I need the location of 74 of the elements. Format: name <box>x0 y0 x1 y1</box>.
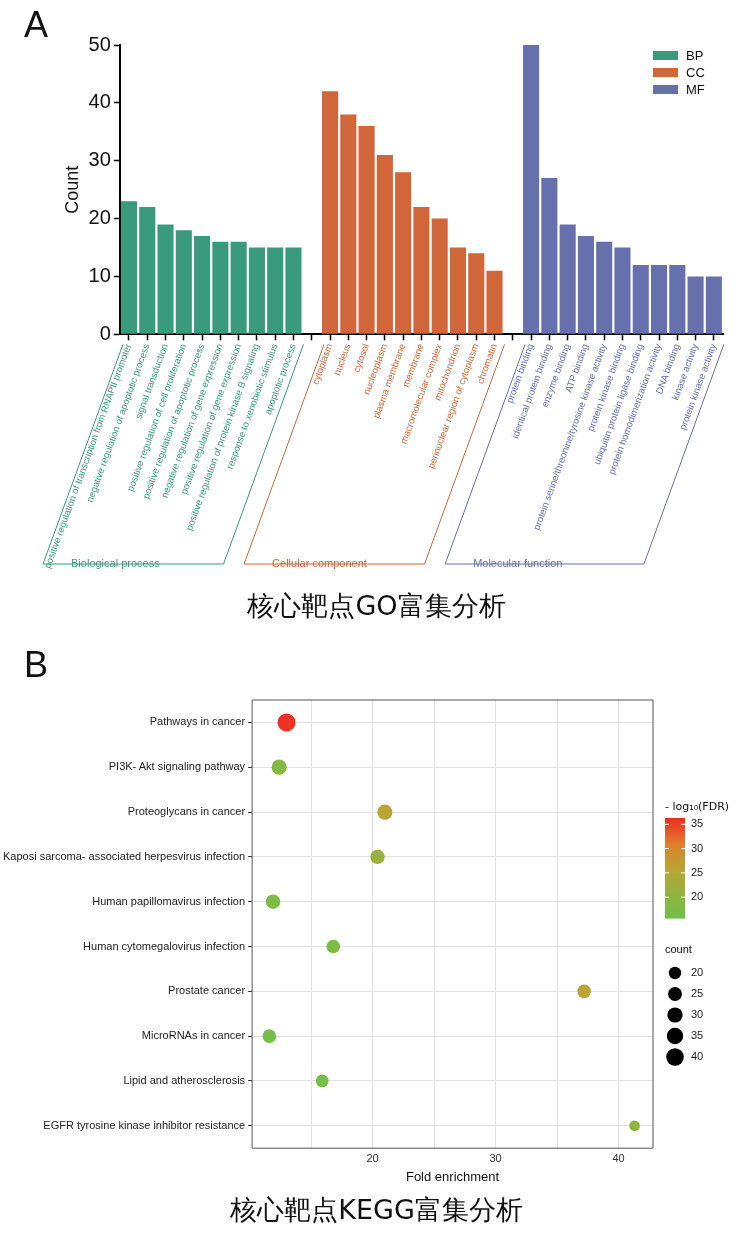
bar <box>632 264 649 334</box>
bar <box>669 264 686 334</box>
bar <box>577 235 594 334</box>
bar <box>285 247 302 334</box>
x-tick-label: nucleus <box>331 341 353 377</box>
y-tick-label: Human cytomegalovirus infection <box>83 939 246 952</box>
legend-label: CC <box>686 64 705 80</box>
text: Biological process <box>71 557 161 570</box>
y-tick-label: 10 <box>88 263 111 286</box>
x-tick-label: 20 <box>366 1151 379 1164</box>
y-tick-label: PI3K- Akt signaling pathway <box>108 760 246 773</box>
text: Molecular function <box>473 557 563 570</box>
y-tick-label: EGFR tyrosine kinase inhibitor resistance <box>43 1118 246 1131</box>
bar <box>687 276 704 334</box>
y-axis-title: Count <box>61 165 82 214</box>
legend-label: MF <box>686 81 705 97</box>
bar <box>120 201 138 334</box>
text: 核心靶点KEGG富集分析 <box>229 1193 524 1227</box>
bar <box>413 207 430 334</box>
bar <box>267 247 284 334</box>
bar <box>139 207 156 334</box>
color-bar-label: 35 <box>691 817 704 830</box>
color-bar-label: 30 <box>691 841 704 854</box>
x-axis-title: Fold enrichment <box>405 1168 500 1184</box>
y-tick-label: 40 <box>88 90 111 113</box>
bar <box>614 247 631 334</box>
x-tick-label: 30 <box>489 1151 502 1164</box>
y-tick-label: 50 <box>88 32 111 55</box>
bar <box>559 224 576 334</box>
legend-label: 25 <box>691 987 704 1000</box>
y-tick-label: Proteoglycans in cancer <box>127 805 246 818</box>
y-tick-label: Prostate cancer <box>168 984 246 997</box>
text: 核心靶点GO富集分析 <box>246 589 507 623</box>
bar <box>523 45 540 334</box>
bar <box>431 218 448 334</box>
y-tick-label: Kaposi sarcoma- associated herpesvirus infection <box>2 849 246 862</box>
text: A <box>24 4 49 46</box>
y-tick-label: Lipid and atherosclerosis <box>123 1074 246 1086</box>
legend-label: 35 <box>691 1029 704 1042</box>
y-tick-label: Pathways in cancer <box>149 715 246 728</box>
bar <box>230 241 247 334</box>
bar <box>194 235 211 334</box>
text: B <box>24 644 49 686</box>
bar <box>321 91 339 334</box>
text: Cellular component <box>272 557 367 570</box>
bar <box>358 126 375 334</box>
bar <box>705 276 722 334</box>
y-tick-label: MicroRNAs in cancer <box>141 1029 246 1042</box>
x-tick-label: 40 <box>612 1151 625 1164</box>
color-bar-title: - log₁₀(FDR) <box>665 800 730 813</box>
legend-label: 20 <box>691 966 704 979</box>
bar <box>212 241 229 334</box>
y-tick-label: Human papillomavirus infection <box>92 894 246 907</box>
bar <box>541 178 558 334</box>
bar <box>248 247 265 334</box>
legend-label: BP <box>686 47 704 63</box>
legend-label: 30 <box>691 1008 704 1021</box>
y-tick-label: 0 <box>99 321 111 344</box>
bar <box>340 114 357 334</box>
bar <box>650 264 668 334</box>
bar <box>449 247 467 334</box>
color-bar-label: 25 <box>691 865 704 878</box>
y-tick-label: 20 <box>88 206 111 229</box>
bar <box>486 270 503 334</box>
bar <box>175 230 192 334</box>
legend-label: 40 <box>691 1050 704 1063</box>
bar <box>395 172 412 334</box>
bar <box>468 253 485 334</box>
bar <box>157 224 174 334</box>
color-bar-label: 20 <box>691 890 704 903</box>
bar <box>376 154 393 334</box>
legend-title: count <box>665 943 692 955</box>
bar <box>596 241 613 334</box>
y-tick-label: 30 <box>88 148 111 171</box>
